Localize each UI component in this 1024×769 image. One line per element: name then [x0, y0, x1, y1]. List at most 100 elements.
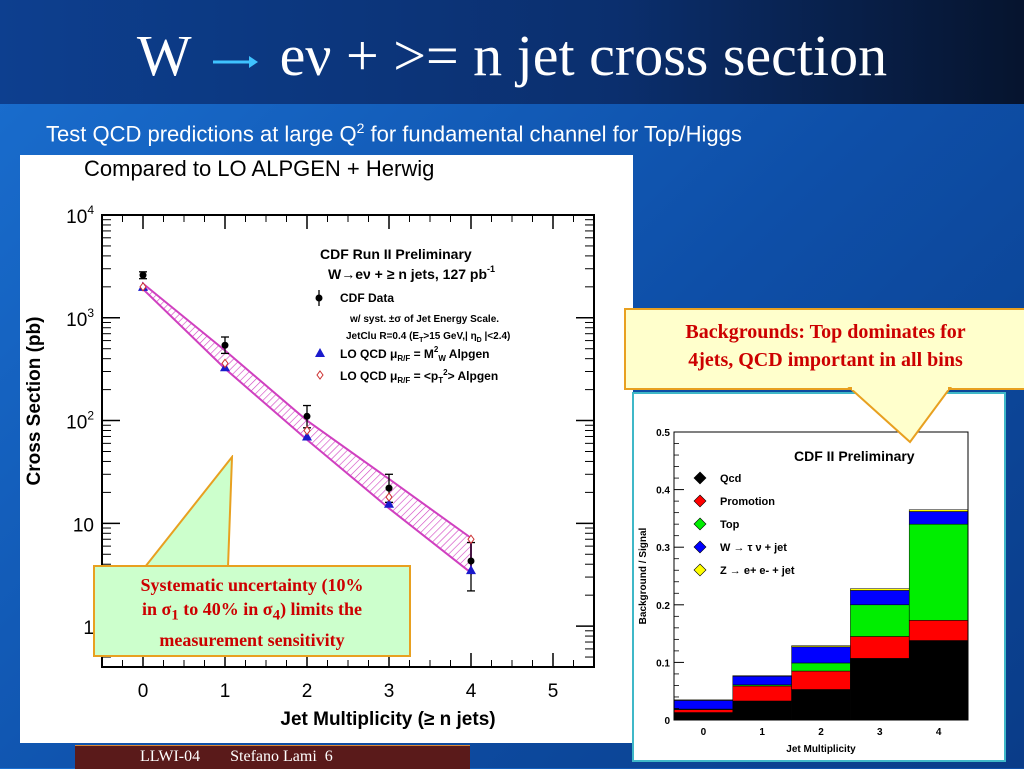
stack-segment-w [850, 590, 910, 606]
x-tick-label: 1 [759, 727, 765, 738]
y-tick-label: 0.1 [656, 658, 670, 669]
legend-marker [693, 517, 707, 531]
legend-marker [693, 563, 707, 577]
lo-qcd-mw-point [302, 431, 312, 441]
backgrounds-callout-pointer [847, 386, 952, 444]
stack-segment-w [732, 675, 792, 686]
subtitle: Test QCD predictions at large Q2 for fun… [46, 120, 742, 147]
x-tick-label: 5 [548, 681, 559, 702]
stack-segment-promotion [850, 636, 910, 659]
legend: CDF Run II Preliminary W→eν + ≥ n jets, 1… [315, 246, 510, 385]
x-tick-label: 1 [220, 681, 231, 702]
title-bar [0, 0, 1024, 104]
stack-segment-qcd [791, 689, 851, 721]
y-tick-label: 104 [66, 203, 94, 228]
slide-title: W eν + >= n jet cross section [0, 22, 1024, 89]
y-tick-label: 10 [73, 515, 94, 536]
y-tick-label: 0.3 [656, 543, 670, 554]
callout-sys-line1: Systematic uncertainty (10% [140, 575, 364, 595]
legend-qcd1-marker [315, 348, 325, 357]
legend-qcd1-label: LO QCD μR/F = M2W Alpgen [340, 345, 489, 363]
plot-frame [673, 431, 969, 721]
x-tick-label: 2 [302, 681, 313, 702]
legend-label: Z → e+ e- + jet [720, 565, 795, 577]
callout-bg-line2: 4jets, QCD important in all bins [688, 349, 963, 371]
lo-qcd-mw-point [384, 498, 394, 508]
stack-segment-z [673, 699, 734, 701]
legend-label: Promotion [720, 496, 775, 508]
subtitle-sup: 2 [356, 120, 365, 136]
legend-qcd2-label: LO QCD μR/F = <pT2> Alpgen [340, 368, 498, 385]
lo-qcd-pt-point [467, 534, 475, 545]
stack-segment-z [908, 509, 969, 512]
compared-note: Compared to LO ALPGEN + Herwig [84, 156, 435, 181]
stack-segment-promotion [908, 620, 969, 641]
background-panel: 0 0.1 0.2 0.3 0.4 0.5 0 1 2 3 4 Jet Multiplicity Bac… [632, 392, 1006, 762]
legend-syst-2: JetClu R=0.4 (ET>15 GeV,| ηD |<2.4) [346, 331, 510, 344]
x-axis-label: Jet Multiplicity (≥ n jets) [280, 709, 495, 730]
callout-sys-sub2: 4 [272, 607, 281, 624]
stack-segment-w [908, 511, 969, 525]
stack-segment-promotion [791, 670, 851, 690]
background-chart: 0 0.1 0.2 0.3 0.4 0.5 0 1 2 3 4 Jet Multiplicity Bac… [638, 428, 969, 755]
stack-segment-top [908, 523, 969, 621]
data-point [221, 341, 229, 349]
y-tick-label: 103 [66, 306, 94, 331]
right-arrow-icon [213, 55, 259, 68]
callout-bg-line1: Backgrounds: Top dominates for [685, 321, 966, 343]
stack-segment-promotion [732, 685, 792, 702]
stack-segment-top [791, 662, 851, 672]
y-tick-label: 1 [83, 618, 94, 639]
subtitle-rest: for fundamental channel for Top/Higgs [364, 121, 742, 147]
x-tick-label: 4 [466, 681, 477, 702]
legend-syst-1: w/ syst. ±σ of Jet Energy Scale. [349, 314, 499, 325]
callout-sys-sub1: 1 [171, 607, 179, 624]
y-tick-label: 102 [66, 409, 94, 434]
legend-label: Top [720, 519, 740, 531]
stack-segment-promotion [673, 709, 734, 713]
lo-qcd-pt-point [385, 492, 393, 502]
title-rest: eν + >= n jet cross section [279, 23, 888, 88]
footer-page-number: 6 [324, 748, 333, 765]
y-axis-label: Cross Section (pb) [24, 317, 45, 486]
lo-qcd-pt-point [221, 358, 229, 369]
legend-marker [693, 471, 707, 485]
callout-sys-seg-b: to 40% in σ [178, 599, 273, 619]
stack-segment-w [791, 646, 851, 664]
legend-marker [693, 540, 707, 554]
legend-label: Qcd [720, 473, 741, 485]
stack-segment-qcd [908, 640, 969, 721]
stack-segment-qcd [673, 712, 734, 721]
x-tick-label: 4 [936, 727, 942, 738]
data-point [139, 271, 147, 279]
stack-segment-z [791, 645, 851, 648]
legend-marker [693, 494, 707, 508]
footer-author: Stefano Lami [230, 748, 317, 765]
lo-qcd-mw-point [466, 565, 476, 575]
x-tick-label: 3 [877, 727, 883, 738]
legend-title-2: W→eν + ≥ n jets, 127 pb-1 [328, 264, 495, 282]
lo-qcd-pt-point [303, 425, 311, 436]
footer-bar [75, 745, 470, 769]
y-tick-label: 0.2 [656, 601, 670, 612]
x-tick-label: 2 [818, 727, 824, 738]
y-tick-label: 0 [664, 716, 670, 727]
data-point [467, 557, 475, 565]
data-point [385, 484, 393, 492]
footer-conference: LLWI-04 [140, 748, 201, 765]
subtitle-main: Test QCD predictions at large Q [46, 121, 357, 147]
data-point [303, 412, 311, 420]
stack-segment-w [673, 700, 734, 710]
stack-segment-z [850, 588, 910, 591]
y-tick-label: 0.4 [656, 486, 670, 497]
x-tick-label: 3 [384, 681, 395, 702]
stack-segment-qcd [850, 658, 910, 721]
x-tick-label: 0 [701, 727, 707, 738]
systematic-callout-pointer [142, 455, 234, 569]
stack-segment-z [732, 675, 792, 677]
legend-label: W → τ ν + jet [720, 542, 787, 554]
x-axis-label: Jet Multiplicity [786, 744, 856, 755]
callout-sys-seg-a: in σ [141, 599, 172, 619]
chart-title: CDF II Preliminary [794, 448, 915, 464]
lo-qcd-pt-point [139, 282, 147, 292]
